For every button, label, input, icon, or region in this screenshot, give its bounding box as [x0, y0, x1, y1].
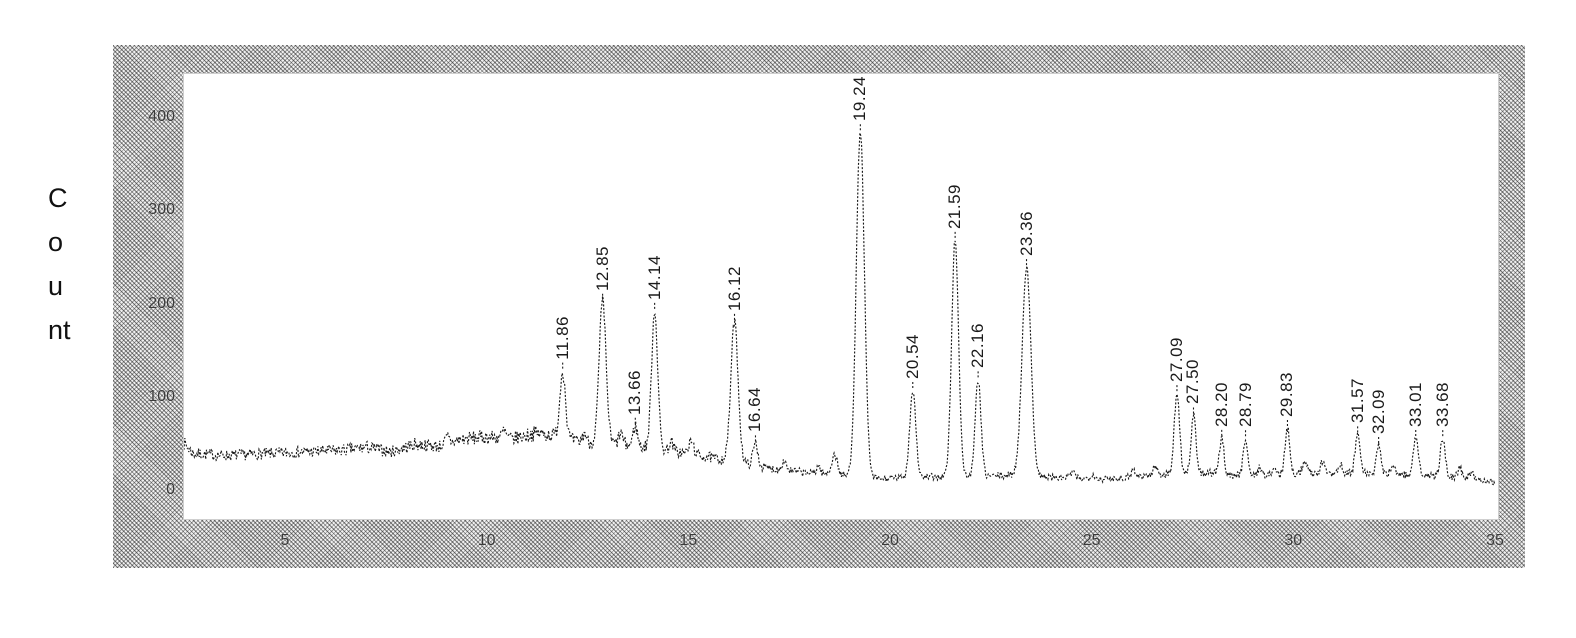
peak-label: 31.57 [1347, 378, 1367, 424]
peak-label: 12.85 [592, 245, 612, 291]
peak-label: 22.16 [968, 323, 988, 369]
peak-label: 13.66 [625, 369, 645, 415]
diffraction-trace [184, 132, 1496, 486]
y-tick-label: 100 [148, 387, 175, 405]
peak-label: 23.36 [1016, 211, 1036, 257]
trace-svg [184, 122, 1496, 486]
peak-label: 16.12 [724, 265, 744, 311]
peak-label: 16.64 [745, 387, 765, 433]
peak-label: 27.50 [1183, 359, 1203, 405]
y-tick-label: 400 [148, 108, 175, 125]
x-tick-label: 25 [1082, 532, 1101, 549]
peak-label: 20.54 [902, 333, 922, 379]
peak-label: 11.86 [552, 315, 572, 360]
peak-label: 14.14 [644, 254, 664, 300]
x-tick-label: 5 [280, 532, 290, 549]
y-tick-label: 200 [148, 294, 175, 312]
peak-label: 33.68 [1432, 382, 1452, 428]
x-tick-label: 35 [1486, 532, 1504, 549]
y-tick-label: 300 [148, 201, 175, 219]
peak-label: 33.01 [1405, 381, 1425, 427]
y-axis-title: C o u nt [48, 183, 71, 345]
x-tick-label: 20 [881, 532, 899, 549]
x-tick-label: 10 [477, 532, 496, 549]
peak-label: 29.83 [1277, 371, 1297, 417]
peak-label: 28.79 [1235, 382, 1255, 428]
plot-frame: 11.86 12.85 13.66 14.14 16.12 16.64 19.24 20.54… [113, 45, 1525, 568]
plot-area: 11.86 12.85 13.66 14.14 16.12 16.64 19.24 20.54… [183, 73, 1499, 520]
peak-label: 21.59 [945, 183, 965, 229]
peak-label: 28.20 [1211, 381, 1231, 427]
y-tick-label: 0 [166, 481, 175, 498]
x-tick-label: 30 [1284, 532, 1303, 549]
peak-label: 32.09 [1368, 388, 1388, 434]
x-tick-label: 15 [679, 532, 698, 549]
peak-label: 19.24 [850, 76, 870, 122]
